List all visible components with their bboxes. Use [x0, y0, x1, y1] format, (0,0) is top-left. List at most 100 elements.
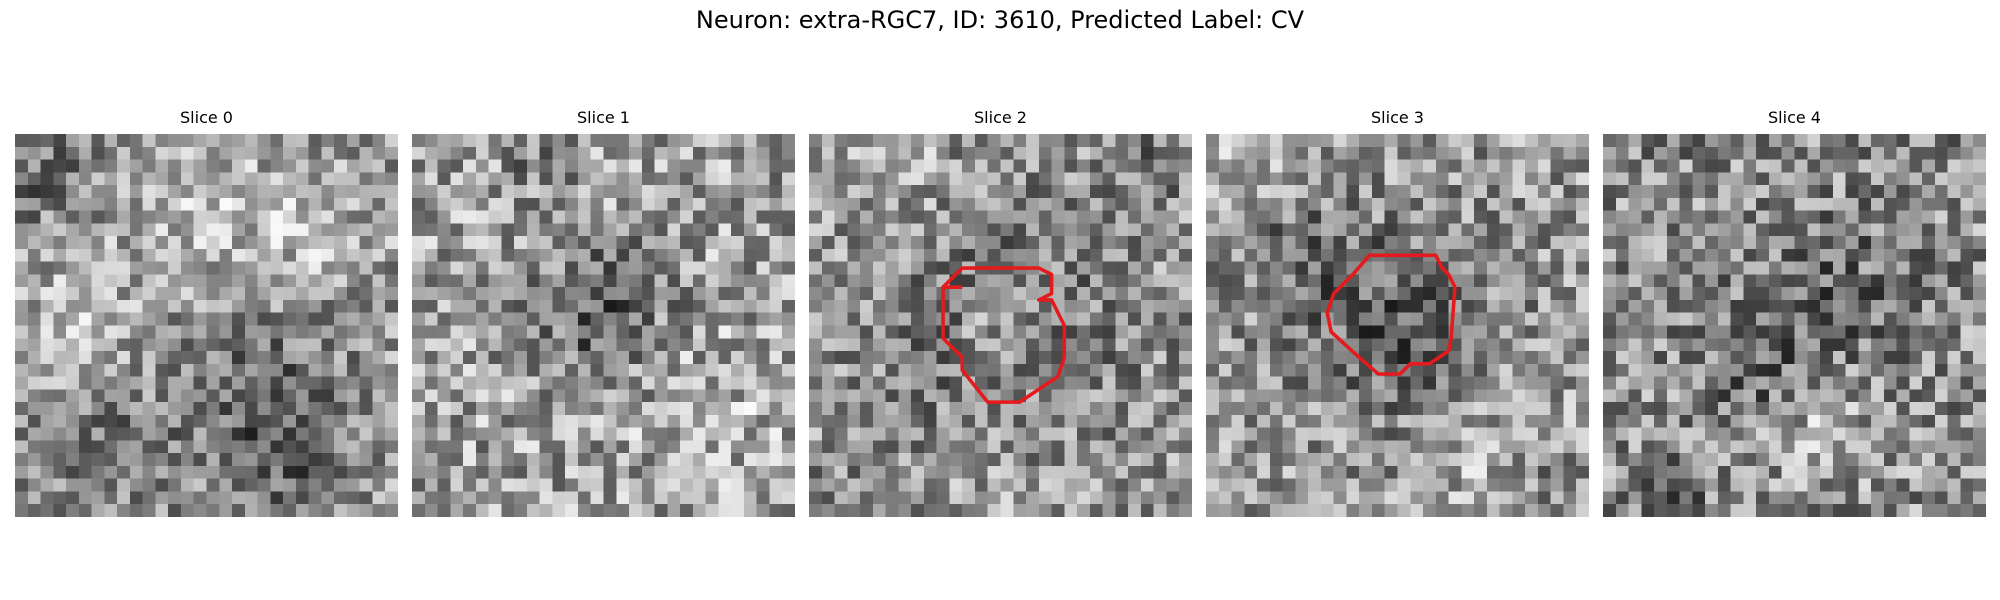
image-pixel: [936, 376, 950, 390]
image-pixel: [680, 427, 694, 441]
image-pixel: [1922, 248, 1936, 262]
image-pixel: [629, 389, 643, 403]
image-pixel: [1666, 197, 1680, 211]
image-pixel: [565, 440, 579, 454]
image-pixel: [1166, 491, 1180, 505]
image-pixel: [1654, 465, 1668, 479]
image-pixel: [1308, 185, 1322, 199]
image-pixel: [974, 453, 988, 467]
image-pixel: [117, 351, 131, 365]
image-pixel: [911, 172, 925, 186]
image-pixel: [1320, 248, 1334, 262]
image-pixel: [1679, 363, 1693, 377]
image-pixel: [987, 440, 1001, 454]
image-pixel: [1423, 146, 1437, 160]
image-pixel: [1166, 134, 1180, 148]
image-pixel: [1448, 351, 1462, 365]
image-pixel: [1832, 363, 1846, 377]
image-pixel: [91, 134, 105, 148]
image-pixel: [616, 299, 630, 313]
image-pixel: [372, 248, 386, 262]
image-pixel: [117, 185, 131, 199]
image-pixel: [1257, 248, 1271, 262]
image-pixel: [104, 427, 118, 441]
image-pixel: [1359, 185, 1373, 199]
image-pixel: [1166, 478, 1180, 492]
image-pixel: [514, 172, 528, 186]
image-pixel: [372, 453, 386, 467]
image-pixel: [654, 453, 668, 467]
image-pixel: [321, 453, 335, 467]
image-pixel: [834, 146, 848, 160]
image-pixel: [206, 299, 220, 313]
image-pixel: [1615, 146, 1629, 160]
image-pixel: [987, 287, 1001, 301]
image-pixel: [1858, 197, 1872, 211]
image-pixel: [769, 453, 783, 467]
image-pixel: [257, 197, 271, 211]
image-pixel: [1013, 210, 1027, 224]
image-pixel: [1295, 274, 1309, 288]
image-pixel: [40, 146, 54, 160]
image-pixel: [346, 274, 360, 288]
image-pixel: [1628, 287, 1642, 301]
image-pixel: [1512, 440, 1526, 454]
image-pixel: [1026, 414, 1040, 428]
image-pixel: [1115, 491, 1129, 505]
image-pixel: [1231, 478, 1245, 492]
image-pixel: [1423, 389, 1437, 403]
image-pixel: [206, 261, 220, 275]
image-pixel: [1320, 134, 1334, 148]
image-pixel: [1461, 287, 1475, 301]
image-pixel: [1026, 172, 1040, 186]
image-pixel: [1909, 134, 1923, 148]
image-pixel: [1499, 338, 1513, 352]
image-pixel: [860, 159, 874, 173]
image-pixel: [78, 299, 92, 313]
image-pixel: [1051, 146, 1065, 160]
image-pixel: [756, 465, 770, 479]
image-pixel: [1153, 172, 1167, 186]
image-pixel: [372, 261, 386, 275]
image-pixel: [53, 197, 67, 211]
image-pixel: [1397, 478, 1411, 492]
image-pixel: [1269, 261, 1283, 275]
image-pixel: [1576, 248, 1589, 262]
image-pixel: [1269, 351, 1283, 365]
image-pixel: [898, 172, 912, 186]
image-pixel: [40, 363, 54, 377]
image-pixel: [1051, 325, 1065, 339]
image-pixel: [1038, 465, 1052, 479]
image-pixel: [1794, 389, 1808, 403]
image-pixel: [769, 478, 783, 492]
image-pixel: [501, 159, 515, 173]
image-pixel: [1474, 363, 1488, 377]
image-pixel: [424, 376, 438, 390]
image-pixel: [346, 376, 360, 390]
image-pixel: [1794, 210, 1808, 224]
image-pixel: [1871, 440, 1885, 454]
image-pixel: [1448, 427, 1462, 441]
image-pixel: [552, 223, 566, 237]
image-pixel: [1410, 312, 1424, 326]
image-pixel: [1896, 389, 1910, 403]
image-pixel: [1794, 402, 1808, 416]
image-pixel: [1858, 351, 1872, 365]
image-pixel: [743, 504, 757, 517]
image-pixel: [1077, 363, 1091, 377]
image-pixel: [1871, 287, 1885, 301]
image-pixel: [539, 274, 553, 288]
image-pixel: [1947, 223, 1961, 237]
image-pixel: [424, 287, 438, 301]
image-pixel: [1282, 414, 1296, 428]
image-pixel: [1218, 299, 1232, 313]
image-pixel: [1743, 287, 1757, 301]
image-pixel: [359, 338, 373, 352]
image-pixel: [1448, 210, 1462, 224]
image-pixel: [437, 274, 451, 288]
image-pixel: [334, 274, 348, 288]
image-pixel: [1115, 134, 1129, 148]
image-pixel: [987, 504, 1001, 517]
image-pixel: [809, 223, 823, 237]
image-pixel: [1153, 134, 1167, 148]
